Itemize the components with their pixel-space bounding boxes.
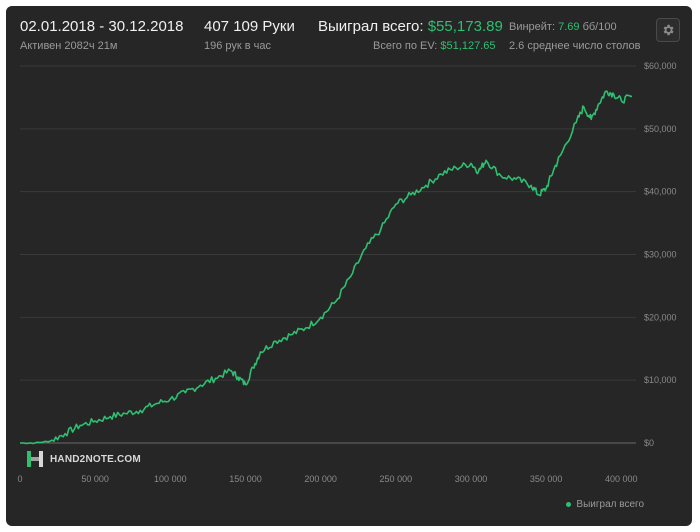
legend-marker [566,502,572,507]
hands-count: 407 109 Руки [204,18,295,35]
x-tick-label: 300 000 [455,474,488,484]
x-tick-label: 0 [17,474,22,484]
hands-per-hour: 196 рук в час [204,40,272,52]
active-time: Активен 2082ч 21м [20,40,118,52]
ev-total-label: Всего по EV: [373,40,438,52]
y-tick-label: $0 [644,438,654,448]
date-range: 02.01.2018 - 30.12.2018 [20,18,184,35]
graph-panel: 02.01.2018 - 30.12.2018 Активен 2082ч 21… [6,6,692,526]
gear-icon [663,24,674,36]
y-tick-label: $60,000 [644,61,677,71]
won-total-value: $55,173.89 [427,18,503,35]
x-tick-label: 350 000 [530,474,563,484]
chart-legend: Выиграл всего [566,499,644,510]
x-tick-label: 100 000 [154,474,187,484]
winrate-label: Винрейт: [509,21,556,33]
y-tick-label: $50,000 [644,124,677,134]
settings-button[interactable] [656,18,680,42]
chart-series [20,90,633,445]
x-axis-labels: 0 50 000 100 000 150 000 200 000 250 000 300 0… [17,474,637,484]
winnings-chart: $0 $10,000 $20,000 $30,000 $40,000 $50,000 $60… [17,61,677,484]
winrate: Винрейт: 7.69 бб/100 [509,21,617,33]
ev-total-value: $51,127.65 [440,40,496,52]
legend-label: Выиграл всего [576,499,644,510]
h2n-logo-icon [27,451,43,467]
won-total-label: Выиграл всего: [318,18,424,35]
y-tick-label: $10,000 [644,375,677,385]
series-line-won-total [20,90,633,445]
x-tick-label: 250 000 [380,474,413,484]
winrate-unit: бб/100 [582,21,617,33]
logo-text: HAND2NOTE.COM [50,453,141,465]
y-axis-labels: $0 $10,000 $20,000 $30,000 $40,000 $50,000 $60… [644,61,677,448]
x-tick-label: 50 000 [81,474,109,484]
y-tick-label: $20,000 [644,312,677,322]
winrate-value: 7.69 [558,21,580,33]
y-tick-label: $40,000 [644,187,677,197]
tables-average: 2.6 среднее число столов [509,40,641,52]
y-tick-label: $30,000 [644,250,677,260]
x-tick-label: 200 000 [304,474,337,484]
x-tick-label: 400 000 [605,474,638,484]
hand2note-logo: HAND2NOTE.COM [26,450,141,468]
won-total: Выиграл всего: $55,173.89 [318,18,503,35]
chart-grid [20,65,636,444]
x-tick-label: 150 000 [229,474,262,484]
ev-total: Всего по EV: $51,127.65 [373,40,495,52]
